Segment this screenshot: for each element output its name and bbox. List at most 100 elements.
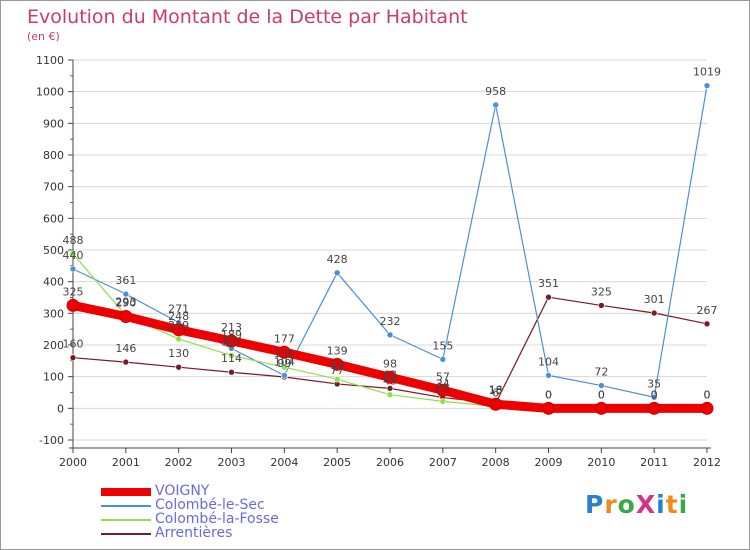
data-point <box>386 391 394 399</box>
logo-letter: i <box>678 490 689 519</box>
data-point <box>225 334 238 348</box>
y-tick-label: 1000 <box>36 86 64 99</box>
y-tick-label: 800 <box>43 149 64 162</box>
data-label: 325 <box>591 285 612 298</box>
data-point <box>281 363 288 371</box>
logo-letter: i <box>656 490 666 519</box>
data-point <box>69 250 77 258</box>
data-point <box>386 331 394 339</box>
y-tick-label: 300 <box>43 307 64 320</box>
data-label: 177 <box>274 332 295 345</box>
x-tick-label: 2000 <box>59 456 87 469</box>
x-tick-label: 2010 <box>587 456 615 469</box>
data-point <box>545 372 552 379</box>
x-tick-label: 2011 <box>640 456 668 469</box>
x-tick-label: 2004 <box>270 456 298 469</box>
legend-label: Arrentières <box>155 525 233 541</box>
x-tick-label: 2001 <box>112 456 140 469</box>
data-point <box>436 383 450 397</box>
data-point <box>703 82 711 89</box>
y-tick-label: 1100 <box>36 54 64 67</box>
data-label: 189 <box>221 328 242 341</box>
logo-letter: t <box>665 490 679 519</box>
x-tick-label: 2005 <box>323 456 351 469</box>
data-label: 267 <box>697 304 718 317</box>
data-point <box>277 345 291 359</box>
y-tick-label: 200 <box>43 339 64 352</box>
data-label: 0 <box>651 388 658 401</box>
data-point <box>330 357 344 371</box>
data-label: 99 <box>277 357 291 370</box>
data-label: 22 <box>436 381 450 394</box>
y-tick-label: 700 <box>43 181 64 194</box>
y-tick-label: 900 <box>43 117 64 130</box>
data-point <box>383 370 397 384</box>
data-label: 290 <box>115 297 136 310</box>
data-label: 6 <box>492 386 499 399</box>
data-point <box>545 293 552 301</box>
x-tick-label: 2003 <box>218 456 246 469</box>
data-point <box>228 368 235 376</box>
x-tick-label: 2012 <box>693 456 721 469</box>
data-label: 72 <box>594 366 608 379</box>
legend-swatch <box>101 519 151 521</box>
data-label: 0 <box>704 388 711 401</box>
legend-label: Colombé-le-Sec <box>155 497 265 513</box>
data-label: 248 <box>168 310 189 323</box>
data-label: 0 <box>598 388 605 401</box>
data-point <box>175 363 182 371</box>
data-label: 213 <box>221 321 242 334</box>
data-point <box>69 265 77 273</box>
data-label: 325 <box>63 285 84 298</box>
legend-swatch <box>101 533 151 535</box>
data-point <box>333 375 341 383</box>
data-point <box>598 302 605 309</box>
data-label: 92 <box>330 359 344 372</box>
data-label: 34 <box>436 378 450 391</box>
data-point <box>489 397 503 411</box>
data-point <box>175 335 182 343</box>
data-label: 958 <box>485 85 506 98</box>
unit-label: (en €) <box>27 30 60 43</box>
logo-letter: P <box>585 490 605 519</box>
data-label: 13 <box>489 384 503 397</box>
legend-swatch <box>101 488 151 496</box>
data-point <box>703 320 711 328</box>
data-label: 43 <box>383 375 397 388</box>
data-label: 104 <box>274 355 295 368</box>
data-label: 130 <box>168 347 189 360</box>
data-label: 0 <box>598 388 605 401</box>
data-point <box>281 372 288 379</box>
data-label: 428 <box>327 253 348 266</box>
data-label: 104 <box>538 355 559 368</box>
data-point <box>228 352 235 359</box>
data-point <box>492 101 499 109</box>
data-label: 98 <box>383 357 397 370</box>
data-label: 271 <box>168 303 189 316</box>
data-label: 57 <box>436 370 450 383</box>
data-label: 232 <box>380 315 401 328</box>
series-voigny <box>66 298 714 415</box>
data-label: 16 <box>489 383 503 396</box>
data-label: 219 <box>168 319 189 332</box>
data-point <box>386 385 394 392</box>
logo-letter: r <box>604 490 618 519</box>
data-point <box>439 398 447 405</box>
chart-title: Evolution du Montant de la Dette par Hab… <box>27 6 468 28</box>
data-point <box>69 354 77 361</box>
x-tick-label: 2008 <box>482 456 510 469</box>
data-label: 0 <box>704 388 711 401</box>
data-label: 351 <box>538 277 559 290</box>
data-label: 77 <box>330 364 344 377</box>
data-label: 0 <box>651 388 658 401</box>
x-tick-label: 2009 <box>535 456 563 469</box>
logo-letter: o <box>617 490 636 519</box>
data-label: 155 <box>432 339 453 352</box>
data-point <box>122 358 130 366</box>
data-point <box>650 393 658 401</box>
data-label: 1019 <box>693 66 721 79</box>
x-tick-label: 2002 <box>165 456 193 469</box>
data-label: 114 <box>221 352 242 365</box>
data-point <box>119 310 133 323</box>
